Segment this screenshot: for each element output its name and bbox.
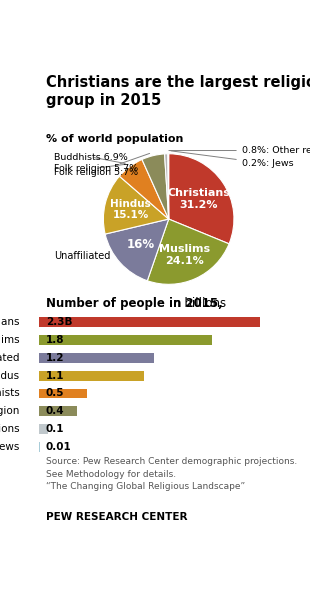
Text: Other religions: Other religions xyxy=(0,424,20,434)
Wedge shape xyxy=(169,154,234,244)
Bar xyxy=(39,371,144,380)
Text: 1.2: 1.2 xyxy=(46,353,64,363)
Wedge shape xyxy=(142,154,169,219)
Text: 1.8: 1.8 xyxy=(46,335,64,345)
Text: Folk religion 5.7%: Folk religion 5.7% xyxy=(55,153,150,177)
Text: Unaffiliated: Unaffiliated xyxy=(0,353,20,363)
Wedge shape xyxy=(119,159,169,219)
Text: Unaffiliated: Unaffiliated xyxy=(55,251,111,261)
Bar xyxy=(39,335,212,345)
Text: 0.4: 0.4 xyxy=(46,406,64,416)
Text: PEW RESEARCH CENTER: PEW RESEARCH CENTER xyxy=(46,513,188,522)
Text: in billions: in billions xyxy=(166,297,226,310)
Text: Folk religion 5.7%: Folk religion 5.7% xyxy=(55,163,139,172)
Text: 0.01: 0.01 xyxy=(46,442,72,452)
Bar xyxy=(39,353,154,363)
Bar xyxy=(39,317,260,327)
Text: Muslims
24.1%: Muslims 24.1% xyxy=(159,244,210,265)
Text: Muslims: Muslims xyxy=(0,335,20,345)
Wedge shape xyxy=(147,219,229,285)
Text: Christians are the largest religious
group in 2015: Christians are the largest religious gro… xyxy=(46,75,310,109)
Text: 0.2%: Jews: 0.2%: Jews xyxy=(171,151,293,168)
Text: 0.5: 0.5 xyxy=(46,388,64,399)
Bar xyxy=(39,442,40,452)
Text: 16%: 16% xyxy=(126,238,155,251)
Text: 0.8%: Other religions: 0.8%: Other religions xyxy=(169,146,310,155)
Wedge shape xyxy=(105,219,169,281)
Text: Christians
31.2%: Christians 31.2% xyxy=(167,188,230,210)
Bar xyxy=(39,388,87,399)
Bar xyxy=(39,406,77,416)
Text: Folk religion: Folk religion xyxy=(0,406,20,416)
Text: Christians: Christians xyxy=(0,317,20,327)
Text: Number of people in 2015,: Number of people in 2015, xyxy=(46,297,223,310)
Bar xyxy=(39,425,48,434)
Text: Hindus
15.1%: Hindus 15.1% xyxy=(110,199,151,221)
Text: Buddhists 6.9%: Buddhists 6.9% xyxy=(55,153,128,163)
Text: Buddhists: Buddhists xyxy=(0,388,20,399)
Text: Source: Pew Research Center demographic projections.
See Methodology for details: Source: Pew Research Center demographic … xyxy=(46,458,297,491)
Text: Hindus: Hindus xyxy=(0,371,20,380)
Text: 0.1: 0.1 xyxy=(46,424,64,434)
Text: 2.3B: 2.3B xyxy=(46,317,73,327)
Wedge shape xyxy=(165,154,169,219)
Wedge shape xyxy=(168,154,169,219)
Text: % of world population: % of world population xyxy=(46,134,183,144)
Wedge shape xyxy=(103,176,169,234)
Text: Jews: Jews xyxy=(0,442,20,452)
Text: 1.1: 1.1 xyxy=(46,371,64,380)
